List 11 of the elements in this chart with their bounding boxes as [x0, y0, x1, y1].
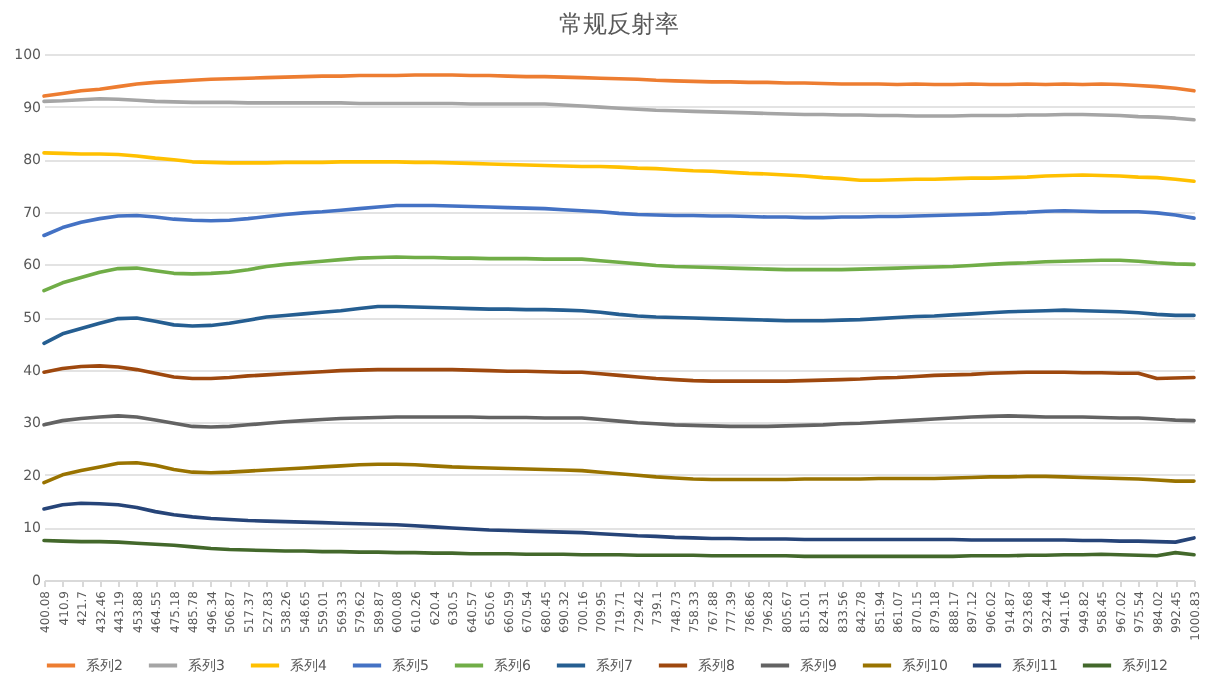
- line-series: [42, 364, 1196, 383]
- line-series: [42, 538, 1196, 559]
- line-series: [42, 501, 1196, 544]
- line-series: [42, 96, 1196, 122]
- line-series: [42, 151, 1196, 184]
- line-series: [42, 304, 1196, 346]
- line-series: [42, 73, 1196, 98]
- chart-title: 常规反射率: [559, 10, 679, 38]
- line-series: [42, 460, 1196, 485]
- line-series: [42, 255, 1196, 293]
- line-series: [42, 203, 1196, 238]
